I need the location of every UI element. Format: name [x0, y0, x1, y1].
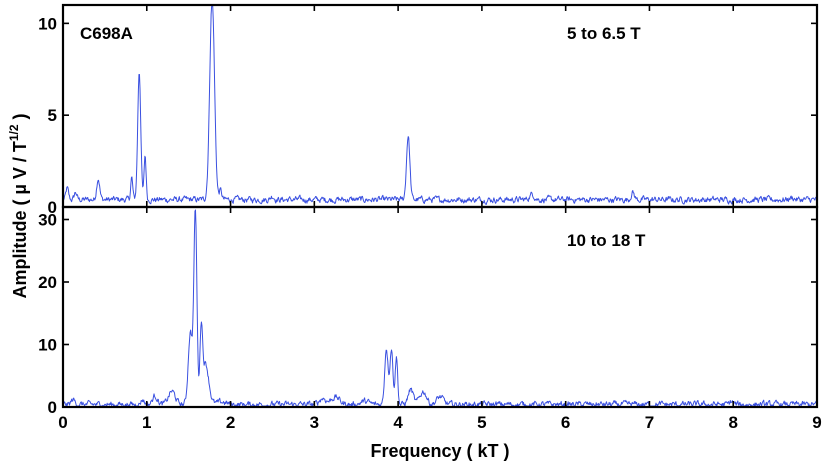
- top-panel-ticks: 0 5 10: [38, 5, 818, 217]
- top-panel: 0 5 10 C698A 5 to 6.5 T: [38, 3, 819, 217]
- sample-label: C698A: [80, 24, 133, 43]
- top-panel-frame: [61, 3, 819, 209]
- bottom-y-tick-label: 20: [38, 273, 57, 292]
- x-tick-label: 4: [393, 413, 403, 432]
- x-tick-label: 5: [477, 413, 486, 432]
- top-y-tick-label: 0: [48, 198, 57, 217]
- bottom-y-tick-label: 0: [48, 398, 57, 417]
- y-axis-title-main: Amplitude ( µ V / T: [10, 141, 30, 298]
- x-tick-label: 0: [58, 413, 67, 432]
- x-tick-label: 7: [645, 413, 654, 432]
- bottom-panel-frame: [61, 205, 819, 409]
- top-y-tick-label: 5: [48, 106, 57, 125]
- top-spectrum-line: [62, 5, 818, 205]
- x-axis-title: Frequency ( kT ): [370, 441, 509, 461]
- bottom-y-tick-label: 10: [38, 336, 57, 355]
- bottom-field-range-label: 10 to 18 T: [567, 231, 646, 250]
- x-tick-label: 6: [561, 413, 570, 432]
- top-y-tick-label: 10: [38, 14, 57, 33]
- bottom-panel: 0 1 2 3 4 5 6 7 8 9 0 10 20 30 10 to 18 T: [38, 205, 822, 432]
- y-axis-title-close: ): [10, 113, 30, 124]
- bottom-y-tick-label: 30: [38, 211, 57, 230]
- x-tick-label: 9: [812, 413, 821, 432]
- bottom-panel-ticks: 0 1 2 3 4 5 6 7 8 9 0 10 20 30: [38, 207, 822, 432]
- y-axis-title-exponent: 1/2: [7, 124, 21, 141]
- x-tick-label: 8: [728, 413, 737, 432]
- y-axis-title: Amplitude ( µ V / T1/2 ): [7, 113, 30, 298]
- bottom-spectrum-line: [62, 209, 818, 407]
- x-tick-label: 1: [142, 413, 151, 432]
- x-tick-label: 3: [310, 413, 319, 432]
- top-field-range-label: 5 to 6.5 T: [567, 24, 641, 43]
- x-tick-label: 2: [226, 413, 235, 432]
